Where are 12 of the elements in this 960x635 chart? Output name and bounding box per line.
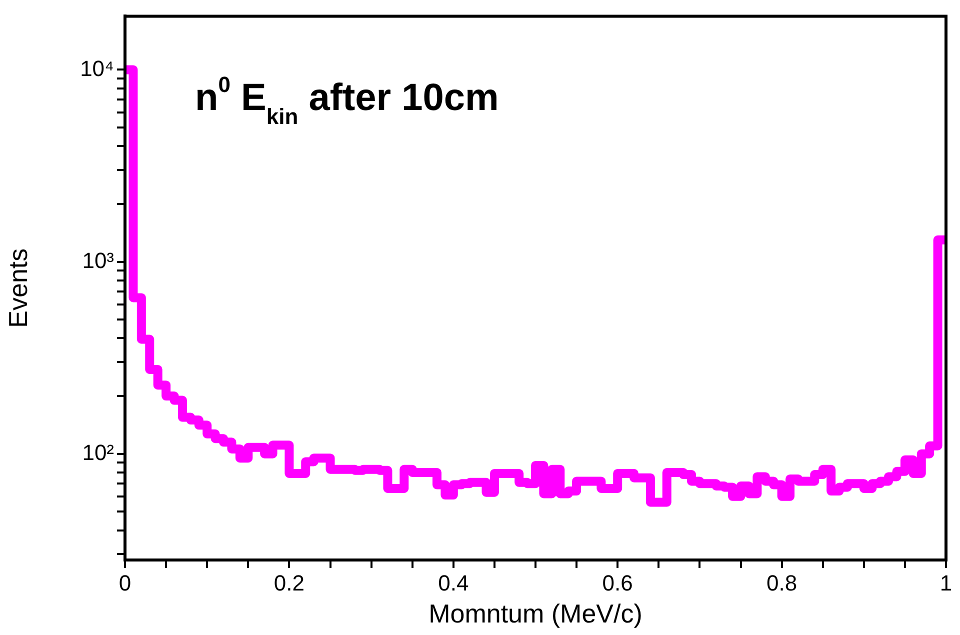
x-tick-label: 0	[118, 570, 132, 596]
x-tick-label: 1	[940, 570, 952, 596]
y-tick-label: 10⁴	[80, 56, 114, 81]
y-tick-label: 10²	[82, 440, 114, 465]
x-tick-label: 0.6	[602, 570, 633, 596]
x-tick-label: 0.2	[274, 570, 304, 596]
y-tick-label: 10³	[82, 248, 114, 273]
x-axis-title: Momntum (MeV/c)	[428, 598, 642, 629]
y-axis-title: Events	[2, 248, 33, 328]
x-tick-label: 0.4	[438, 570, 469, 596]
x-tick-label: 0.8	[766, 570, 798, 596]
text: n$^{0}$ E$_{kin}$ after 10cm	[195, 72, 499, 130]
